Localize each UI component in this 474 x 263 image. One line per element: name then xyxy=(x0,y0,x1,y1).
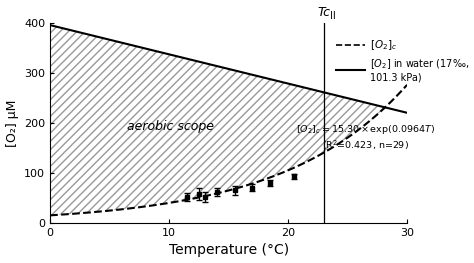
Text: II: II xyxy=(330,11,336,21)
Text: $[O_2]_c$: $[O_2]_c$ xyxy=(370,38,397,52)
Text: $[O_2]$ in water (17‰,
101.3 kPa): $[O_2]$ in water (17‰, 101.3 kPa) xyxy=(370,58,470,83)
X-axis label: Temperature (°C): Temperature (°C) xyxy=(169,244,289,257)
Text: Tc: Tc xyxy=(317,6,330,19)
Text: $[O_2]_c = 15.30\times\exp(0.0964T)$
(R$^2$=0.423, n=29): $[O_2]_c = 15.30\times\exp(0.0964T)$ (R$… xyxy=(296,124,435,152)
Text: aerobic scope: aerobic scope xyxy=(128,120,214,133)
Y-axis label: [O₂] μM: [O₂] μM xyxy=(6,99,18,146)
